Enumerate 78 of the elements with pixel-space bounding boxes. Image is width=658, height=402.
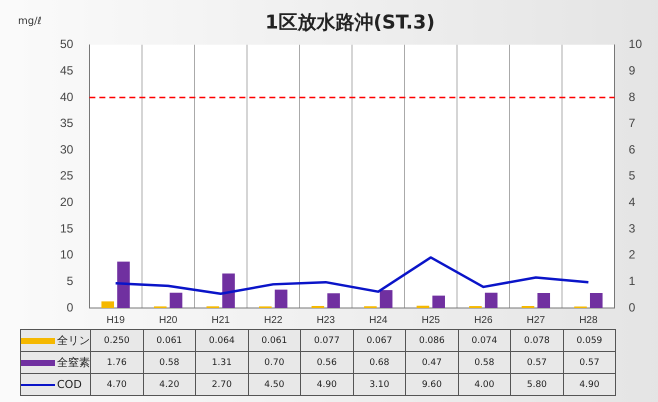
- data-label: 0.074: [458, 330, 511, 352]
- bar: [101, 301, 114, 308]
- bar: [380, 290, 392, 308]
- chart-title: 1区放水路沖(ST.3): [265, 11, 435, 34]
- y2-tick-label: 0: [628, 300, 636, 314]
- data-label: 0.57: [563, 352, 616, 374]
- y2-tick-label: 10: [628, 37, 642, 52]
- data-label: 0.064: [196, 330, 248, 352]
- y-tick-label: 50: [60, 37, 74, 52]
- data-label: 0.061: [143, 330, 196, 352]
- y2-tick-label: 4: [628, 195, 636, 210]
- y-tick-label: 15: [60, 221, 74, 236]
- x-tick-label: H22: [264, 314, 283, 326]
- x-tick-label: H25: [422, 314, 440, 326]
- y2-tick-label: 8: [628, 90, 636, 104]
- y-tick-label: 0: [66, 300, 74, 314]
- data-label: 4.90: [563, 374, 616, 396]
- data-label: 0.077: [300, 330, 354, 352]
- data-label: 4.20: [143, 374, 196, 396]
- y2-tick-label: 7: [628, 116, 636, 130]
- y2-tick-label: 6: [628, 142, 636, 156]
- y2-tick-label: 9: [628, 63, 636, 78]
- data-label: 4.50: [248, 374, 301, 396]
- data-label: 4.70: [90, 374, 144, 396]
- y-tick-label: 35: [60, 116, 74, 130]
- y-tick-label: 40: [60, 90, 74, 104]
- x-tick-label: H23: [316, 314, 336, 326]
- bar: [484, 292, 498, 308]
- data-label: 0.56: [300, 352, 354, 374]
- y-axis-title: mg/ℓ: [18, 16, 42, 27]
- bar: [327, 293, 340, 308]
- bar: [432, 296, 445, 308]
- data-label: 0.067: [353, 330, 406, 352]
- bar: [117, 262, 130, 308]
- data-label: 0.58: [143, 352, 196, 374]
- bar: [590, 293, 603, 308]
- data-label: 0.250: [90, 330, 144, 352]
- legend-label: 全窒素: [20, 352, 90, 374]
- y-tick-label: 30: [60, 142, 74, 156]
- bar: [274, 290, 288, 308]
- data-label: 4.90: [300, 374, 354, 396]
- x-tick-label: H19: [106, 314, 126, 326]
- y2-tick-label: 1: [628, 274, 636, 288]
- x-tick-label: H21: [211, 314, 230, 326]
- y2-tick-label: 3: [628, 221, 636, 236]
- x-tick-label: H26: [474, 314, 493, 326]
- bar: [537, 293, 550, 308]
- y-tick-label: 10: [60, 248, 74, 262]
- bar: [222, 274, 235, 308]
- data-label: 2.70: [196, 374, 248, 396]
- data-label: 0.58: [458, 352, 511, 374]
- y2-tick-label: 2: [628, 248, 636, 262]
- y-tick-label: 25: [60, 168, 74, 183]
- legend-label: COD: [20, 374, 90, 396]
- x-tick-label: H20: [158, 314, 178, 326]
- x-tick-label: H27: [526, 314, 546, 326]
- data-label: 1.76: [90, 352, 144, 374]
- data-label: 9.60: [406, 374, 458, 396]
- y2-tick-label: 5: [628, 168, 636, 183]
- data-label: 0.57: [510, 352, 564, 374]
- data-label: 0.078: [510, 330, 564, 352]
- data-label: 0.47: [406, 352, 458, 374]
- data-label: 0.061: [248, 330, 301, 352]
- data-label: 0.70: [248, 352, 301, 374]
- data-label: 0.086: [406, 330, 458, 352]
- data-label: 0.68: [353, 352, 406, 374]
- data-label: 3.10: [353, 374, 406, 396]
- data-label: 1.31: [196, 352, 248, 374]
- y-tick-label: 45: [60, 63, 74, 78]
- data-label: 0.059: [563, 330, 616, 352]
- bar: [170, 292, 182, 308]
- x-tick-label: H28: [579, 314, 598, 326]
- x-tick-label: H24: [369, 314, 388, 326]
- y-tick-label: 20: [60, 195, 74, 210]
- y-tick-label: 5: [66, 274, 74, 288]
- data-label: 5.80: [510, 374, 564, 396]
- legend-label: 全リン: [20, 330, 90, 352]
- data-label: 4.00: [458, 374, 511, 396]
